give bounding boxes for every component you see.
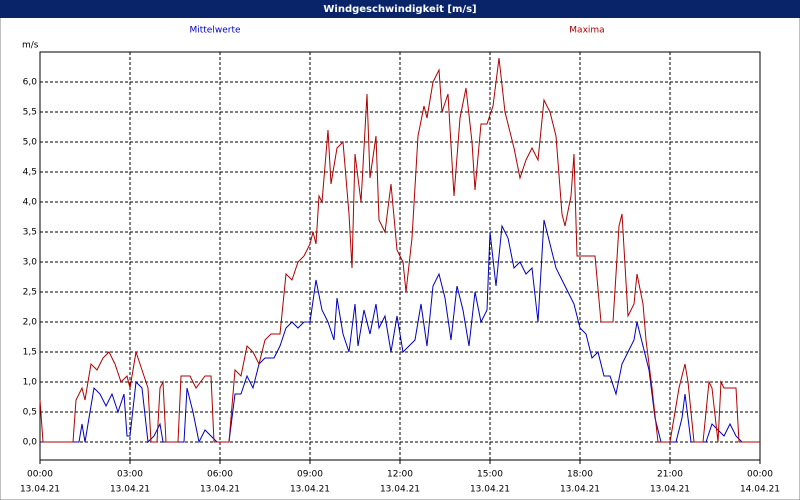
x-tick-date: 13.04.21 — [200, 485, 240, 495]
x-tick-label: 03:00 — [117, 470, 143, 480]
x-tick-date: 13.04.21 — [110, 485, 150, 495]
y-tick-label: 5,5 — [23, 108, 37, 118]
y-tick-label: 4,0 — [23, 198, 38, 208]
x-tick-date: 13.04.21 — [650, 485, 690, 495]
y-tick-label: 6,0 — [23, 78, 38, 88]
series-line — [40, 219, 760, 444]
legend-label: Maxima — [569, 26, 604, 36]
x-tick-date: 14.04.21 — [740, 485, 780, 495]
x-tick-date: 13.04.21 — [290, 485, 330, 495]
y-tick-label: 1,5 — [23, 348, 37, 358]
x-tick-label: 00:00 — [747, 470, 773, 480]
x-tick-date: 13.04.21 — [20, 485, 60, 495]
series-line — [39, 57, 760, 443]
y-tick-label: 2,0 — [23, 318, 38, 328]
chart-title: Windgeschwindigkeit [m/s] — [323, 4, 476, 15]
y-tick-label: 0,0 — [23, 438, 38, 448]
y-tick-label: 0,5 — [23, 408, 37, 418]
x-tick-label: 06:00 — [207, 470, 233, 480]
y-tick-label: 1,0 — [23, 378, 38, 388]
x-tick-label: 09:00 — [297, 470, 323, 480]
x-tick-label: 18:00 — [567, 470, 593, 480]
y-tick-label: 2,5 — [23, 288, 37, 298]
y-tick-label: 3,5 — [23, 228, 37, 238]
x-tick-label: 12:00 — [387, 470, 413, 480]
legend-label: Mittelwerte — [189, 26, 240, 36]
y-unit: m/s — [22, 41, 39, 51]
y-tick-label: 4,5 — [23, 168, 37, 178]
x-tick-label: 15:00 — [477, 470, 503, 480]
x-tick-label: 00:00 — [27, 470, 53, 480]
x-tick-date: 13.04.21 — [470, 485, 510, 495]
x-tick-label: 21:00 — [657, 470, 683, 480]
title-bar — [0, 0, 800, 18]
y-tick-label: 3,0 — [23, 258, 38, 268]
x-tick-date: 13.04.21 — [380, 485, 420, 495]
x-tick-date: 13.04.21 — [560, 485, 600, 495]
y-tick-label: 5,0 — [23, 138, 38, 148]
